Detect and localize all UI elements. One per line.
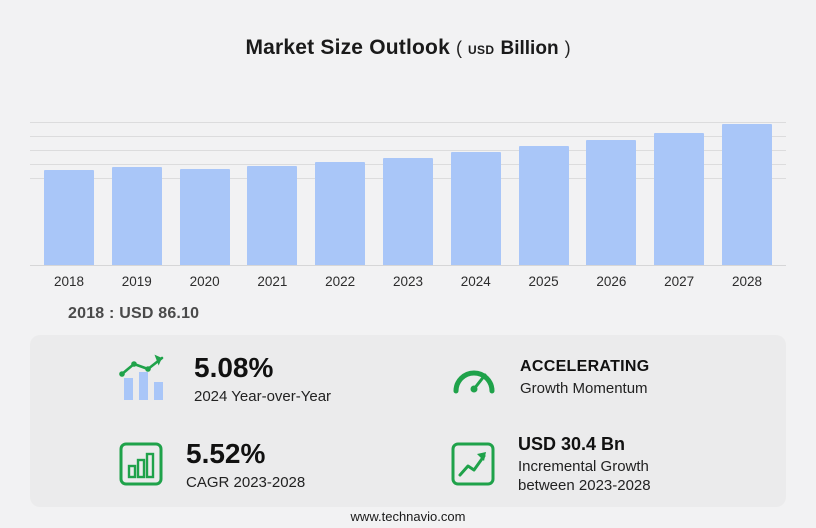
incremental-label-line1: Incremental Growth <box>518 458 649 475</box>
x-tick-label-2022: 2022 <box>325 274 356 289</box>
x-tick-label-2018: 2018 <box>53 274 85 289</box>
incremental-value: USD 30.4 Bn <box>518 433 626 454</box>
page-title: Market Size Outlook ( USD Billion ) <box>0 0 816 60</box>
bar-2025 <box>518 146 569 265</box>
x-tick-label-2023: 2023 <box>392 274 423 289</box>
cagr-value: 5.52% <box>186 437 266 469</box>
bar-2019 <box>111 167 162 265</box>
bar-2026 <box>586 140 637 265</box>
title-text: Market Size Outlook <box>245 36 450 59</box>
momentum-value: ACCELERATING <box>520 358 650 376</box>
title-paren-open: ( <box>455 38 462 58</box>
yoy-label: 2024 Year-over-Year <box>194 387 332 405</box>
cagr-bar-box-icon <box>118 441 164 487</box>
incremental-growth-icon <box>450 441 496 487</box>
stat-card-cagr: 5.52% CAGR 2023-2028 <box>30 421 408 507</box>
gridline <box>30 136 786 137</box>
x-tick-label-2028: 2028 <box>731 274 762 289</box>
momentum-label: Growth Momentum <box>520 380 648 398</box>
yoy-value: 5.08% <box>194 351 274 383</box>
bar-2024 <box>450 152 501 265</box>
bar-2028 <box>721 124 772 265</box>
bar-2027 <box>654 132 705 265</box>
base-year-annotation: 2018 : USD 86.10 <box>68 305 200 322</box>
bar-2022 <box>315 162 366 265</box>
stat-card-incremental: USD 30.4 Bn Incremental Growth between 2… <box>408 421 786 507</box>
gridline <box>30 150 786 151</box>
bar-2020 <box>179 169 230 265</box>
bar-plot <box>30 120 786 266</box>
x-tick-label-2020: 2020 <box>189 274 220 289</box>
title-paren-close: ) <box>564 38 571 58</box>
title-unit-usd: USD <box>467 43 495 57</box>
stat-card-momentum: ACCELERATING Growth Momentum <box>408 335 786 421</box>
stats-panel: 5.08% 2024 Year-over-Year ACCELERATING G… <box>30 335 786 507</box>
cagr-label: CAGR 2023-2028 <box>186 473 306 491</box>
x-tick-label-2026: 2026 <box>596 274 627 289</box>
footer-url: www.technavio.com <box>350 509 466 524</box>
bar-2021 <box>247 165 298 265</box>
stat-card-yoy: 5.08% 2024 Year-over-Year <box>30 335 408 421</box>
incremental-label-line2: between 2023-2028 <box>518 476 651 494</box>
gridline <box>30 122 786 123</box>
bar-2023 <box>382 157 433 265</box>
x-tick-label-2025: 2025 <box>528 274 559 289</box>
market-size-bar-chart: 2018 2019 2020 2021 2022 2023 2024 2025 2026 2027… <box>30 120 786 289</box>
x-tick-label-2021: 2021 <box>257 274 288 289</box>
x-axis-labels: 2018 2019 2020 2021 2022 2023 2024 2025 2026 2027… <box>30 266 786 289</box>
speedometer-icon <box>450 359 498 397</box>
bar-2018 <box>44 170 94 265</box>
yoy-bars-arrow-icon <box>118 354 172 402</box>
x-tick-label-2019: 2019 <box>121 274 152 289</box>
title-unit-billion: Billion <box>500 38 559 59</box>
x-tick-label-2024: 2024 <box>460 274 491 289</box>
x-tick-label-2027: 2027 <box>664 274 695 289</box>
